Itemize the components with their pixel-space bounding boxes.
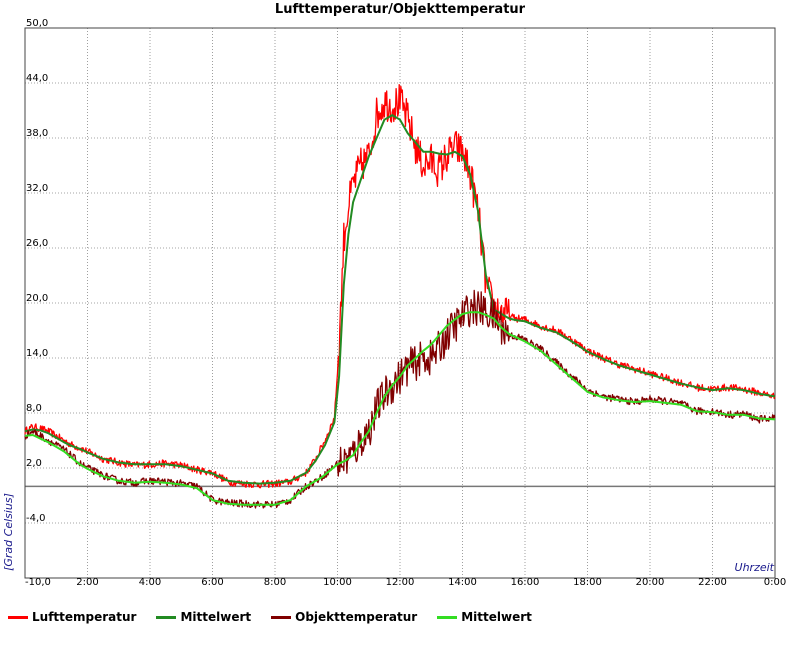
y-axis-label: [Grad Celsius] [2, 493, 15, 571]
y-tick-label: 32,0 [26, 183, 48, 194]
x-tick-labels: -10,0 2:00 4:00 6:00 8:00 10:00 12:00 14:00 16:0… [25, 577, 786, 588]
x-tick-label: 2:00 [76, 577, 98, 588]
legend-swatch [271, 615, 292, 619]
legend-item-mittelwert-objekt: Mittelwert [437, 610, 532, 624]
grid [25, 28, 775, 578]
series-lines [24, 83, 776, 509]
x-tick-label: 22:00 [698, 577, 727, 588]
x-tick-label: -10,0 [25, 577, 51, 588]
series-line-2 [24, 289, 776, 509]
legend-label: Objekttemperatur [295, 610, 418, 624]
y-tick-label: 50,0 [26, 18, 48, 29]
legend-label: Lufttemperatur [32, 610, 137, 624]
x-tick-label: 10:00 [323, 577, 352, 588]
legend-swatch [437, 615, 458, 619]
x-tick-label: 14:00 [448, 577, 477, 588]
y-tick-label: 8,0 [26, 403, 42, 414]
y-tick-label: -4,0 [26, 513, 46, 524]
chart-title: Lufttemperatur/Objekttemperatur [275, 2, 526, 17]
x-axis-label: Uhrzeit [735, 561, 775, 574]
legend-swatch [156, 615, 177, 619]
y-tick-label: 2,0 [26, 458, 42, 469]
y-tick-labels: 50,0 44,0 38,0 32,0 26,0 20,0 14,0 8,0 2,0 -4,0 [26, 18, 48, 524]
y-tick-label: 20,0 [26, 293, 48, 304]
x-tick-label: 16:00 [511, 577, 540, 588]
legend-item-lufttemperatur: Lufttemperatur [8, 610, 136, 624]
x-tick-label: 18:00 [573, 577, 602, 588]
plot-frame [24, 27, 776, 579]
y-tick-label: 14,0 [26, 348, 48, 359]
x-tick-label: 6:00 [201, 577, 223, 588]
x-tick-label: 4:00 [139, 577, 161, 588]
axis [24, 27, 776, 579]
y-tick-label: 26,0 [26, 238, 48, 249]
x-tick-label: 8:00 [264, 577, 286, 588]
legend-item-objekttemperatur: Objekttemperatur [271, 610, 417, 624]
x-tick-label: 12:00 [386, 577, 415, 588]
y-tick-label: 44,0 [26, 73, 48, 84]
x-tick-label: 0:00 [764, 577, 786, 588]
legend: Lufttemperatur Mittelwert Objekttemperat… [8, 607, 552, 627]
series-line-1 [24, 114, 776, 485]
x-tick-label: 20:00 [636, 577, 665, 588]
legend-label: Mittelwert [461, 610, 532, 624]
y-tick-label: 38,0 [26, 128, 48, 139]
legend-swatch [8, 615, 28, 619]
series-line-3 [24, 311, 776, 506]
legend-label: Mittelwert [180, 610, 252, 624]
legend-item-mittelwert-luft: Mittelwert [156, 610, 251, 624]
